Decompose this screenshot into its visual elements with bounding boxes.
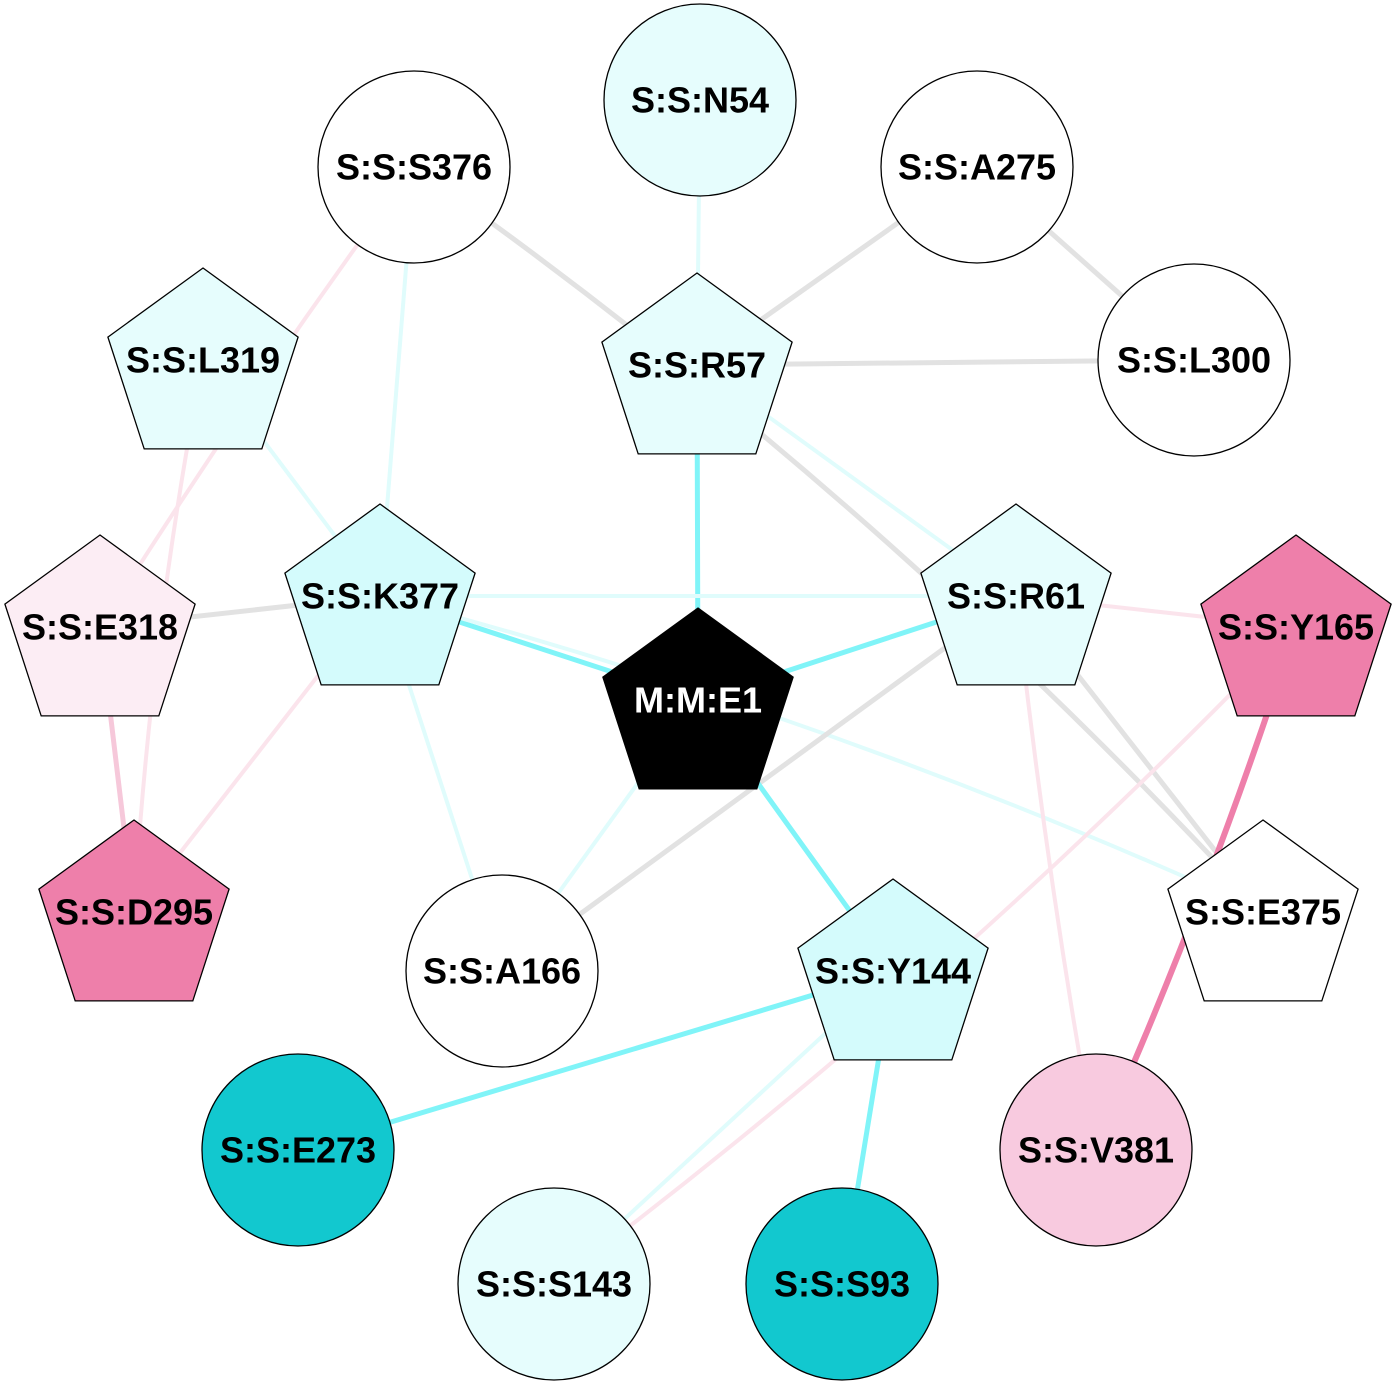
node-l300[interactable]: S:S:L300: [1097, 263, 1291, 457]
node-label: S:S:E273: [220, 1130, 376, 1171]
nodes-layer: S:S:N54 S:S:S376 S:S:A275 S:S:L319 S:S:R57 S:…: [4, 3, 1392, 1381]
node-label: S:S:R57: [628, 345, 766, 386]
node-label: S:S:A166: [423, 951, 581, 992]
node-label: S:S:L300: [1117, 340, 1271, 381]
node-e1[interactable]: M:M:E1: [602, 607, 794, 790]
node-circle-shape: [201, 1053, 395, 1247]
node-s93[interactable]: S:S:S93: [745, 1187, 939, 1381]
node-circle-shape: [603, 3, 797, 197]
node-circle-shape: [1097, 263, 1291, 457]
edge-k377-e375: [378, 594, 1265, 914]
node-k377[interactable]: S:S:K377: [284, 503, 476, 686]
node-d295[interactable]: S:S:D295: [38, 819, 230, 1002]
node-pentagon-shape: [1200, 534, 1392, 717]
node-circle-shape: [405, 874, 599, 1068]
node-n54[interactable]: S:S:N54: [603, 3, 797, 197]
node-a166[interactable]: S:S:A166: [405, 874, 599, 1068]
node-pentagon-shape: [4, 534, 196, 717]
node-y165[interactable]: S:S:Y165: [1200, 534, 1392, 717]
node-circle-shape: [317, 70, 511, 264]
node-y144[interactable]: S:S:Y144: [797, 878, 989, 1061]
node-label: S:S:N54: [631, 80, 769, 121]
node-a275[interactable]: S:S:A275: [880, 70, 1074, 264]
node-pentagon-shape: [284, 503, 476, 686]
node-label: S:S:A275: [898, 147, 1056, 188]
node-pentagon-shape: [107, 267, 299, 450]
node-label: S:S:S93: [774, 1264, 910, 1305]
node-e375[interactable]: S:S:E375: [1167, 819, 1359, 1002]
node-circle-shape: [999, 1053, 1193, 1247]
node-r61[interactable]: S:S:R61: [920, 503, 1112, 686]
node-l319[interactable]: S:S:L319: [107, 267, 299, 450]
node-label: S:S:E318: [22, 607, 178, 648]
node-r57[interactable]: S:S:R57: [601, 272, 793, 455]
node-v381[interactable]: S:S:V381: [999, 1053, 1193, 1247]
edge-y144-e273: [295, 968, 896, 1153]
node-s143[interactable]: S:S:S143: [457, 1187, 651, 1381]
node-e273[interactable]: S:S:E273: [201, 1053, 395, 1247]
node-label: S:S:Y144: [815, 951, 971, 992]
node-e318[interactable]: S:S:E318: [4, 534, 196, 717]
node-circle-shape: [880, 70, 1074, 264]
node-label: S:S:Y165: [1218, 607, 1374, 648]
edge-s376-e375: [411, 164, 1266, 915]
node-label: S:S:D295: [55, 892, 213, 933]
node-s376[interactable]: S:S:S376: [317, 70, 511, 264]
node-pentagon-shape: [920, 503, 1112, 686]
node-label: S:S:V381: [1018, 1130, 1174, 1171]
node-circle-shape: [745, 1187, 939, 1381]
node-label: S:S:L319: [126, 340, 280, 381]
node-label: S:S:K377: [301, 576, 459, 617]
node-label: M:M:E1: [634, 680, 762, 721]
node-label: S:S:S376: [336, 147, 492, 188]
node-pentagon-shape: [797, 878, 989, 1061]
node-label: S:S:R61: [947, 576, 1085, 617]
node-pentagon-shape: [601, 272, 793, 455]
node-label: S:S:E375: [1185, 892, 1341, 933]
node-pentagon-shape: [602, 607, 794, 790]
node-circle-shape: [457, 1187, 651, 1381]
node-label: S:S:S143: [476, 1264, 632, 1305]
node-pentagon-shape: [38, 819, 230, 1002]
node-pentagon-shape: [1167, 819, 1359, 1002]
